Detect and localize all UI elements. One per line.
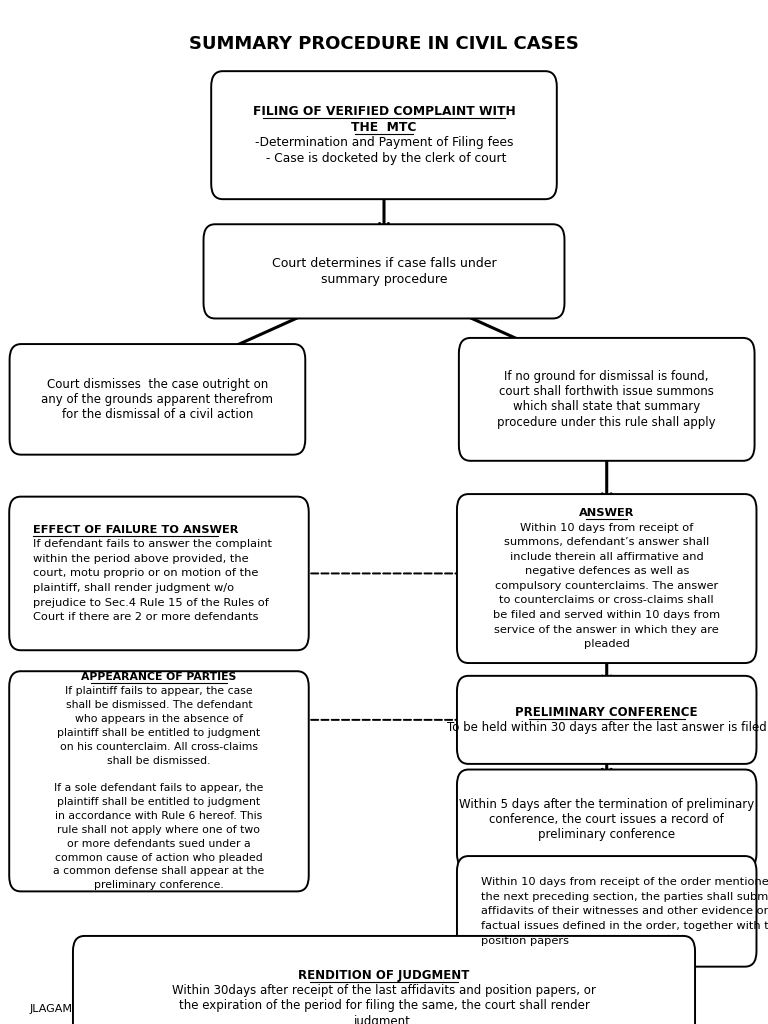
FancyBboxPatch shape	[457, 856, 756, 967]
FancyBboxPatch shape	[457, 676, 756, 764]
Text: the expiration of the period for filing the same, the court shall render: the expiration of the period for filing …	[179, 999, 589, 1013]
Text: FILING OF VERIFIED COMPLAINT WITH: FILING OF VERIFIED COMPLAINT WITH	[253, 105, 515, 118]
Text: a common defense shall appear at the: a common defense shall appear at the	[53, 866, 265, 877]
Text: summons, defendant’s answer shall: summons, defendant’s answer shall	[504, 538, 710, 547]
Text: preliminary conference.: preliminary conference.	[94, 881, 223, 890]
Text: ANSWER: ANSWER	[579, 508, 634, 518]
Text: within the period above provided, the: within the period above provided, the	[33, 554, 249, 564]
Text: -Determination and Payment of Filing fees: -Determination and Payment of Filing fee…	[255, 136, 513, 150]
FancyBboxPatch shape	[204, 224, 564, 318]
Text: Court determines if case falls under: Court determines if case falls under	[272, 257, 496, 270]
Text: for the dismissal of a civil action: for the dismissal of a civil action	[61, 408, 253, 421]
Text: the next preceding section, the parties shall submit the: the next preceding section, the parties …	[481, 892, 768, 902]
Text: factual issues defined in the order, together with their: factual issues defined in the order, tog…	[481, 921, 768, 931]
Text: pleaded: pleaded	[584, 639, 630, 649]
FancyBboxPatch shape	[9, 672, 309, 891]
Text: Within 5 days after the termination of preliminary: Within 5 days after the termination of p…	[459, 798, 754, 811]
FancyBboxPatch shape	[9, 497, 309, 650]
Text: shall be dismissed.: shall be dismissed.	[108, 756, 210, 766]
Text: Court if there are 2 or more defendants: Court if there are 2 or more defendants	[33, 612, 259, 623]
Text: PRELIMINARY CONFERENCE: PRELIMINARY CONFERENCE	[515, 706, 698, 719]
FancyBboxPatch shape	[211, 72, 557, 199]
Text: on his counterclaim. All cross-claims: on his counterclaim. All cross-claims	[60, 741, 258, 752]
Text: Within 10 days from receipt of: Within 10 days from receipt of	[520, 522, 694, 532]
Text: to counterclaims or cross-claims shall: to counterclaims or cross-claims shall	[499, 595, 714, 605]
Text: common cause of action who pleaded: common cause of action who pleaded	[55, 853, 263, 862]
Text: If a sole defendant fails to appear, the: If a sole defendant fails to appear, the	[55, 783, 263, 794]
FancyBboxPatch shape	[457, 495, 756, 664]
Text: negative defences as well as: negative defences as well as	[525, 566, 689, 577]
Text: service of the answer in which they are: service of the answer in which they are	[495, 625, 719, 635]
Text: judgment.: judgment.	[354, 1015, 414, 1024]
Text: court shall forthwith issue summons: court shall forthwith issue summons	[499, 385, 714, 398]
FancyBboxPatch shape	[9, 344, 306, 455]
Text: compulsory counterclaims. The answer: compulsory counterclaims. The answer	[495, 581, 718, 591]
FancyBboxPatch shape	[73, 936, 695, 1024]
Text: RENDITION OF JUDGMENT: RENDITION OF JUDGMENT	[298, 970, 470, 982]
Text: SUMMARY PROCEDURE IN CIVIL CASES: SUMMARY PROCEDURE IN CIVIL CASES	[189, 35, 579, 53]
Text: JLAGAMBE-VALLEJERA: JLAGAMBE-VALLEJERA	[29, 1004, 149, 1014]
Text: preliminary conference: preliminary conference	[538, 827, 675, 841]
Text: procedure under this rule shall apply: procedure under this rule shall apply	[498, 416, 716, 428]
Text: Court dismisses  the case outright on: Court dismisses the case outright on	[47, 378, 268, 391]
Text: affidavits of their witnesses and other evidence on the: affidavits of their witnesses and other …	[481, 906, 768, 916]
Text: plaintiff, shall render judgment w/o: plaintiff, shall render judgment w/o	[33, 583, 234, 593]
Text: or more defendants sued under a: or more defendants sued under a	[67, 839, 251, 849]
Text: summary procedure: summary procedure	[321, 272, 447, 286]
Text: Within 30days after receipt of the last affidavits and position papers, or: Within 30days after receipt of the last …	[172, 984, 596, 997]
Text: conference, the court issues a record of: conference, the court issues a record of	[489, 813, 724, 825]
Text: If no ground for dismissal is found,: If no ground for dismissal is found,	[505, 371, 709, 383]
FancyBboxPatch shape	[458, 338, 754, 461]
Text: any of the grounds apparent therefrom: any of the grounds apparent therefrom	[41, 393, 273, 406]
Text: be filed and served within 10 days from: be filed and served within 10 days from	[493, 610, 720, 620]
Text: in accordance with Rule 6 hereof. This: in accordance with Rule 6 hereof. This	[55, 811, 263, 821]
Text: To be held within 30 days after the last answer is filed: To be held within 30 days after the last…	[447, 721, 766, 734]
Text: plaintiff shall be entitled to judgment: plaintiff shall be entitled to judgment	[58, 728, 260, 737]
Text: Within 10 days from receipt of the order mentioned in: Within 10 days from receipt of the order…	[481, 878, 768, 887]
FancyBboxPatch shape	[457, 770, 756, 868]
Text: shall be dismissed. The defendant: shall be dismissed. The defendant	[65, 700, 253, 710]
Text: APPEARANCE OF PARTIES: APPEARANCE OF PARTIES	[81, 673, 237, 682]
Text: position papers: position papers	[481, 936, 569, 945]
Text: If plaintiff fails to appear, the case: If plaintiff fails to appear, the case	[65, 686, 253, 696]
Text: who appears in the absence of: who appears in the absence of	[75, 714, 243, 724]
Text: plaintiff shall be entitled to judgment: plaintiff shall be entitled to judgment	[58, 797, 260, 807]
Text: If defendant fails to answer the complaint: If defendant fails to answer the complai…	[33, 540, 272, 549]
Text: rule shall not apply where one of two: rule shall not apply where one of two	[58, 825, 260, 835]
Text: which shall state that summary: which shall state that summary	[513, 400, 700, 414]
Text: - Case is docketed by the clerk of court: - Case is docketed by the clerk of court	[262, 153, 506, 165]
Text: court, motu proprio or on motion of the: court, motu proprio or on motion of the	[33, 568, 258, 579]
Text: prejudice to Sec.4 Rule 15 of the Rules of: prejudice to Sec.4 Rule 15 of the Rules …	[33, 598, 269, 607]
Text: EFFECT OF FAILURE TO ANSWER: EFFECT OF FAILURE TO ANSWER	[33, 524, 238, 535]
Text: include therein all affirmative and: include therein all affirmative and	[510, 552, 703, 562]
Text: THE  MTC: THE MTC	[351, 121, 417, 134]
